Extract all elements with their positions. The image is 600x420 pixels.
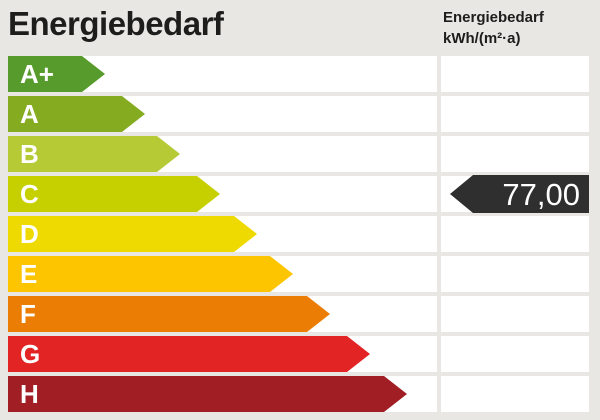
class-arrow: E — [8, 256, 293, 292]
scale-row: D — [8, 216, 589, 252]
value-cell — [441, 376, 589, 412]
scale-row: A — [8, 96, 589, 132]
scale-track: C — [8, 176, 437, 212]
class-label: D — [20, 219, 39, 249]
class-label: B — [20, 139, 39, 169]
value-cell — [441, 136, 589, 172]
scale-track: F — [8, 296, 437, 332]
class-label: G — [20, 339, 41, 369]
value-cell — [441, 336, 589, 372]
value-cell — [441, 96, 589, 132]
value-arrow: 77,00 — [450, 175, 589, 213]
scale-track: H — [8, 376, 437, 412]
class-arrow: C — [8, 176, 220, 212]
scale-track: A+ — [8, 56, 437, 92]
scale-row: G — [8, 336, 589, 372]
unit-header-line1: Energiebedarf — [443, 9, 544, 26]
value-text: 77,00 — [502, 176, 580, 212]
scale-track: A — [8, 96, 437, 132]
class-label: E — [20, 259, 38, 289]
class-arrow: H — [8, 376, 407, 412]
value-cell: 77,00 — [441, 175, 589, 213]
scale-row: E — [8, 256, 589, 292]
class-label: F — [20, 299, 36, 329]
page-title: Energiebedarf — [8, 5, 224, 42]
class-arrow: A+ — [8, 56, 105, 92]
class-label: A+ — [20, 59, 54, 89]
value-cell — [441, 56, 589, 92]
scale-row: F — [8, 296, 589, 332]
class-arrow: G — [8, 336, 370, 372]
scale-row: C 77,00 — [8, 175, 589, 213]
class-label: C — [20, 179, 39, 209]
scale-row: H — [8, 376, 589, 412]
unit-header-line2: kWh/(m²·a) — [443, 30, 521, 47]
scale-track: E — [8, 256, 437, 292]
scale-row: A+ — [8, 56, 589, 92]
value-cell — [441, 216, 589, 252]
class-arrow: D — [8, 216, 257, 252]
unit-header: Energiebedarf kWh/(m²·a) — [443, 7, 544, 49]
value-cell — [441, 296, 589, 332]
scale-track: B — [8, 136, 437, 172]
value-cell — [441, 256, 589, 292]
class-label: H — [20, 379, 39, 409]
class-arrow: B — [8, 136, 180, 172]
class-arrow: F — [8, 296, 330, 332]
scale-track: G — [8, 336, 437, 372]
class-label: A — [20, 99, 39, 129]
class-arrow: A — [8, 96, 145, 132]
scale-track: D — [8, 216, 437, 252]
scale-row: B — [8, 136, 589, 172]
